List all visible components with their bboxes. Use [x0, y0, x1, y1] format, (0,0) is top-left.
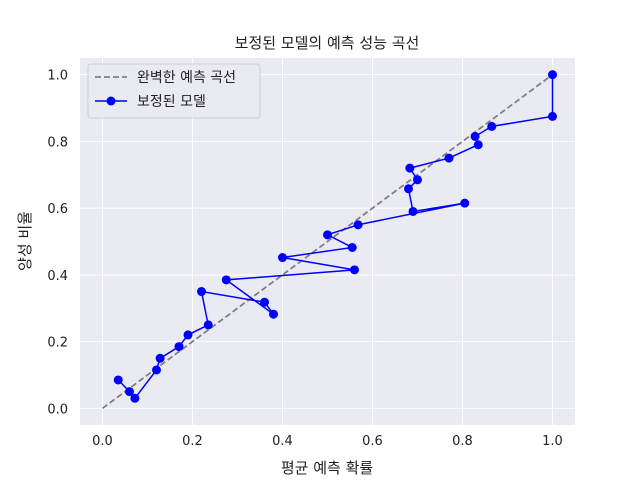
- data-point: [460, 198, 470, 208]
- data-point: [473, 140, 483, 150]
- x-axis-title: 평균 예측 확률: [281, 459, 374, 477]
- y-axis-title: 양성 비율: [16, 211, 34, 271]
- chart-title: 보정된 모델의 예측 성능 곡선: [235, 34, 420, 52]
- y-tick-label: 0.0: [47, 402, 68, 417]
- data-point: [203, 320, 213, 330]
- data-point: [413, 175, 422, 185]
- data-point: [125, 387, 134, 397]
- data-point: [278, 253, 287, 263]
- legend-model-marker: [106, 96, 116, 106]
- tick-layer: 0.0 0.2 0.4 0.6 0.8 1.0 0.0 0.2 0.4 0.6 0.8 1.0: [47, 69, 563, 449]
- series-layer: [101, 70, 557, 410]
- data-point: [408, 206, 418, 216]
- y-tick-label: 0.6: [47, 202, 68, 217]
- data-point: [548, 111, 557, 121]
- legend: 완벽한 예측 곡선 보정된 모델: [87, 63, 261, 119]
- y-tick-label: 0.4: [47, 269, 68, 284]
- data-point: [130, 393, 140, 403]
- data-point: [350, 265, 359, 275]
- data-point: [269, 309, 278, 319]
- x-tick-label: 0.4: [272, 434, 293, 449]
- data-point: [444, 153, 454, 163]
- y-tick-label: 0.2: [47, 336, 68, 351]
- data-point: [404, 184, 413, 194]
- data-point: [260, 297, 269, 307]
- data-point: [323, 230, 332, 240]
- calibrated-model-line: [117, 74, 554, 400]
- data-point: [155, 353, 165, 363]
- x-tick-label: 0.2: [182, 434, 203, 449]
- data-point: [353, 220, 363, 230]
- data-point: [405, 163, 415, 173]
- data-point: [174, 342, 184, 352]
- x-tick-label: 0.6: [362, 434, 383, 449]
- legend-model-label: 보정된 모델: [137, 94, 206, 110]
- data-point: [487, 121, 497, 131]
- perfect-calibration-line: [101, 73, 554, 410]
- data-point: [197, 287, 206, 297]
- x-tick-label: 1.0: [542, 434, 563, 449]
- x-tick-label: 0.8: [452, 434, 473, 449]
- grid-layer: [80, 58, 575, 425]
- data-point: [470, 131, 480, 141]
- legend-perfect-label: 완벽한 예측 곡선: [137, 70, 236, 86]
- data-point: [347, 243, 357, 253]
- legend-box: [87, 63, 261, 119]
- data-point: [183, 330, 193, 340]
- y-tick-label: 1.0: [47, 69, 68, 84]
- data-point: [113, 375, 123, 385]
- y-tick-label: 0.8: [47, 135, 68, 150]
- x-tick-label: 0.0: [92, 434, 113, 449]
- data-point: [548, 70, 557, 80]
- data-point: [152, 365, 161, 375]
- data-point: [221, 275, 231, 285]
